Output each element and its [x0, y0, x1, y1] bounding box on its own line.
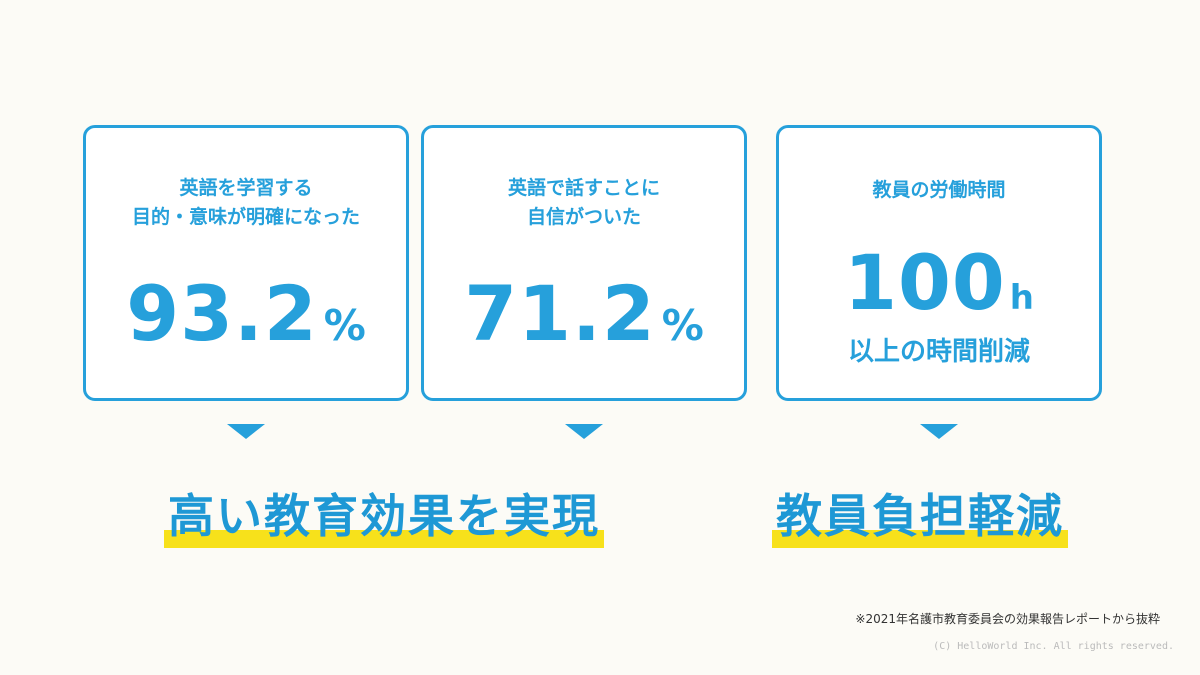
down-arrow-icon [565, 424, 603, 439]
stat-card-subtext: 以上の時間削減 [847, 337, 1030, 367]
source-note: ※2021年名護市教育委員会の効果報告レポートから抜粋 [855, 612, 1160, 626]
stat-card-label: 英語を学習する 目的・意味が明確になった [131, 177, 360, 228]
stat-value-unit: % [323, 301, 366, 350]
stat-value-unit: % [661, 301, 704, 350]
headline-teacher-burden: 教員負担軽減 [772, 484, 1068, 548]
stat-card-purpose: 英語を学習する 目的・意味が明確になった 93.2% [83, 125, 409, 401]
stat-card-label: 英語で話すことに 自信がついた [507, 177, 660, 228]
stat-value-unit: h [1009, 278, 1034, 318]
copyright-text: (C) HelloWorld Inc. All rights reserved. [933, 641, 1174, 652]
stat-card-workload: 教員の労働時間 100 h 以上の時間削減 [776, 125, 1102, 401]
stat-card-value: 100 h [779, 243, 1099, 338]
stat-card-confidence: 英語で話すことに 自信がついた 71.2% [421, 125, 747, 401]
stat-value-number: 93.2 [126, 269, 318, 358]
down-arrow-icon [227, 424, 265, 439]
stat-card-value: 71.2% [424, 274, 744, 366]
stat-value-number: 71.2 [464, 269, 656, 358]
stat-card-label: 教員の労働時間 [872, 179, 1006, 201]
down-arrow-icon [920, 424, 958, 439]
stat-card-value: 93.2% [86, 274, 406, 366]
headline-education-effect: 高い教育効果を実現 [164, 484, 604, 548]
stat-value-number: 100 [844, 238, 1006, 327]
